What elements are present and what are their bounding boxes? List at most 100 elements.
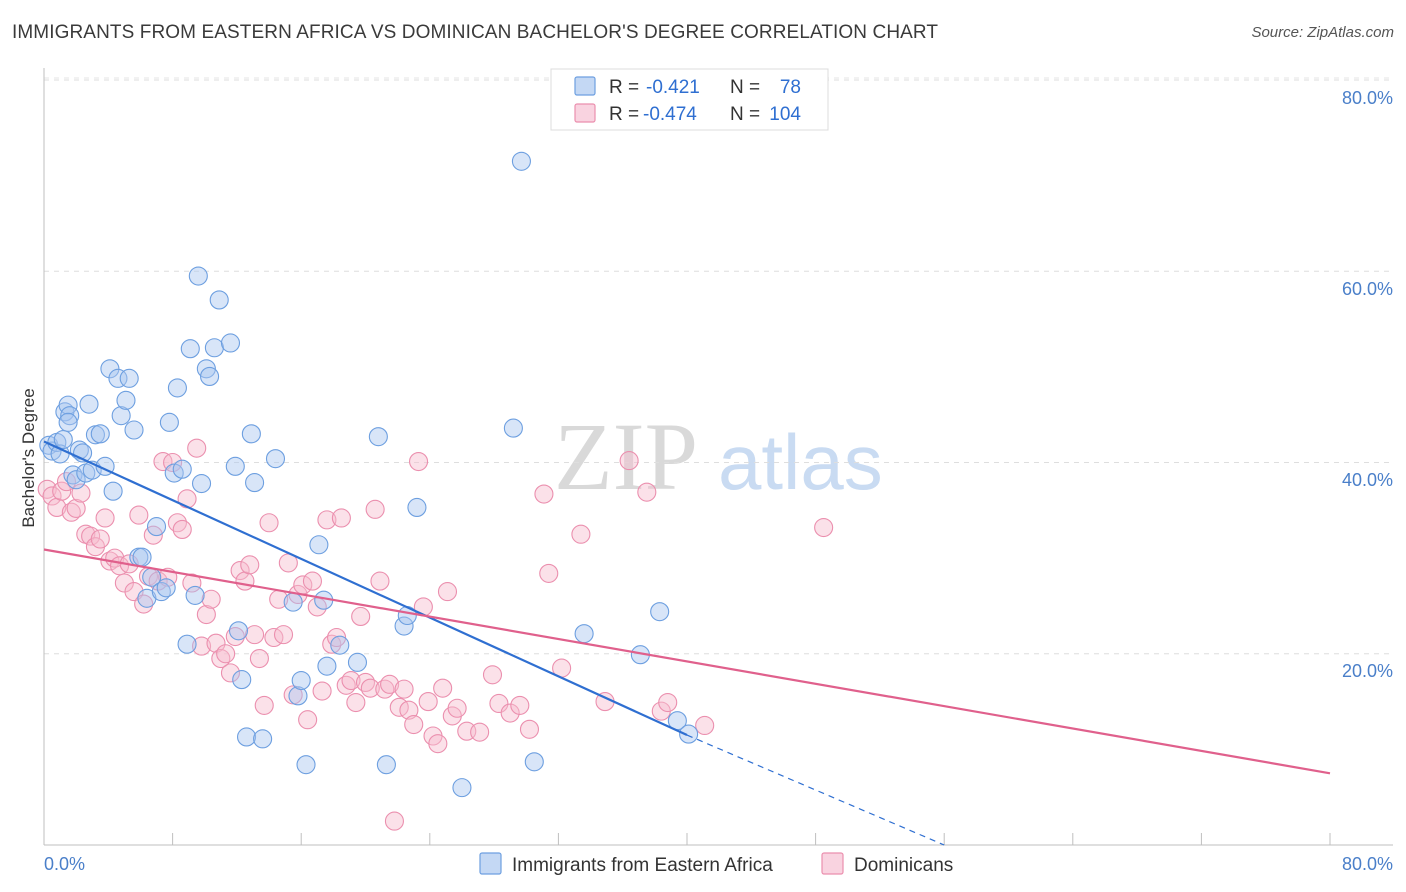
y-tick-80: 80.0% [1342, 88, 1393, 108]
eastern-africa-point-21 [111, 406, 131, 426]
eastern-africa-point-13 [79, 394, 99, 414]
series-legend: Immigrants from Eastern Africa Dominican… [479, 852, 953, 876]
eastern-africa-point-45 [220, 333, 241, 353]
dominicans-point-72 [384, 811, 404, 831]
dominicans-point-81 [428, 734, 448, 754]
dominicans-point-61 [331, 508, 351, 528]
series-legend-swatch-blue [479, 852, 502, 875]
eastern-africa-point-69 [503, 418, 523, 438]
eastern-africa-point-26 [132, 547, 152, 567]
legend-swatch-pink [574, 103, 596, 123]
dominicans-point-82 [433, 678, 453, 698]
dominicans-point-103 [814, 517, 834, 538]
dominicans-point-92 [519, 719, 540, 739]
dominicans-point-60 [327, 627, 347, 648]
eastern-africa-point-34 [167, 378, 187, 398]
dominicans-point-35 [206, 633, 226, 653]
dominicans-point-55 [302, 571, 323, 591]
eastern-africa-point-64 [376, 755, 396, 775]
eastern-africa-point-54 [283, 592, 303, 612]
dominicans-point-32 [191, 636, 212, 656]
dominicans-point-0 [37, 479, 57, 499]
eastern-africa-point-20 [108, 368, 128, 388]
dominicans-point-79 [418, 692, 438, 712]
eastern-africa-point-71 [524, 752, 544, 772]
eastern-africa-point-63 [368, 427, 388, 447]
dominicans-point-88 [482, 665, 503, 685]
y-tick-40: 40.0% [1342, 470, 1393, 490]
dominicans-point-59 [322, 634, 342, 654]
dominicans-point-37 [216, 644, 236, 664]
dominicans-point-46 [259, 513, 279, 533]
legend-r-label-1: R = [609, 77, 639, 98]
dominicans-point-43 [245, 625, 265, 645]
dominicans-point-71 [380, 674, 400, 694]
eastern-africa-point-31 [156, 578, 176, 598]
legend-r-value-1: -0.421 [646, 77, 700, 98]
eastern-africa-point-39 [188, 266, 208, 286]
dominicans-point-74 [394, 679, 414, 699]
dominicans-point-94 [539, 563, 559, 583]
eastern-africa-point-16 [90, 424, 110, 444]
dominicans-point-30 [182, 573, 202, 593]
series-legend-label-pink: Dominicans [854, 855, 953, 876]
legend-swatch-blue [574, 76, 596, 96]
dominicans-point-101 [658, 692, 678, 713]
eastern-africa-point-70 [511, 151, 531, 171]
eastern-africa-point-49 [236, 727, 257, 747]
dominicans-point-28 [172, 519, 192, 539]
eastern-africa-point-52 [253, 729, 273, 749]
y-tick-60: 60.0% [1342, 279, 1393, 299]
eastern-africa-point-50 [241, 424, 261, 444]
eastern-africa-point-37 [180, 339, 200, 359]
dominicans-point-68 [365, 499, 385, 519]
eastern-africa-point-40 [191, 473, 212, 494]
eastern-africa-point-18 [100, 359, 120, 379]
eastern-africa-point-51 [245, 473, 265, 493]
dominicans-point-78 [413, 597, 433, 617]
y-axis-label: Bachelor's Degree [19, 388, 38, 527]
dominicans-point-102 [695, 715, 715, 736]
eastern-africa-point-29 [146, 517, 167, 537]
dominicans-point-57 [312, 681, 332, 701]
eastern-africa-point-24 [124, 420, 144, 440]
eastern-africa-point-7 [60, 406, 80, 426]
dominicans-point-42 [240, 555, 260, 575]
eastern-africa-point-77 [58, 412, 78, 432]
dominicans-point-34 [201, 589, 221, 609]
dominicans-point-91 [510, 695, 530, 715]
eastern-africa-point-48 [232, 670, 252, 690]
dominicans-point-20 [134, 594, 154, 614]
dominicans-point-67 [360, 678, 380, 698]
eastern-africa-point-19 [103, 481, 123, 501]
axes [43, 68, 1393, 846]
dominicans-point-99 [637, 482, 657, 502]
legend-n-label-1: N = [730, 77, 760, 98]
dominicans-point-96 [571, 524, 591, 544]
dominicans-point-29 [177, 489, 197, 509]
dominicans-point-44 [249, 648, 269, 669]
eastern-africa-points [39, 151, 699, 798]
trend-lines [43, 440, 1331, 846]
dominicans-point-40 [230, 561, 250, 581]
legend-n-value-1: 78 [780, 77, 801, 98]
eastern-africa-point-58 [309, 535, 329, 555]
eastern-africa-point-23 [119, 368, 139, 388]
dominicans-point-11 [90, 529, 110, 549]
eastern-africa-point-4 [53, 429, 73, 450]
legend-r-label-2: R = [609, 104, 639, 125]
dominicans-point-64 [346, 692, 366, 713]
dominicans-point-77 [408, 451, 429, 472]
eastern-africa-point-65 [394, 616, 414, 636]
eastern-africa-point-74 [650, 602, 670, 622]
legend-r-value-2: -0.474 [643, 104, 697, 125]
dominicans-points [37, 438, 834, 831]
dominicans-point-1 [42, 486, 62, 506]
eastern-africa-point-53 [265, 449, 286, 469]
x-tick-0: 0.0% [44, 854, 85, 874]
dominicans-point-33 [196, 604, 216, 625]
series-legend-swatch-pink [821, 852, 844, 875]
dominicans-point-65 [351, 606, 371, 627]
dominicans-point-3 [52, 481, 72, 501]
dominicans-point-85 [447, 698, 467, 718]
